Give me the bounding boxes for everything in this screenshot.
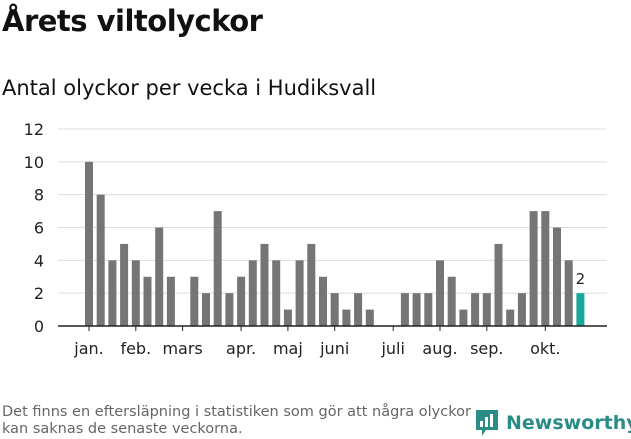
- x-tick-label: feb.: [120, 339, 151, 358]
- chart-title: Årets viltolyckor: [2, 4, 263, 38]
- bar: [166, 276, 175, 326]
- bar: [424, 293, 433, 326]
- bar: [120, 243, 129, 326]
- bar: [131, 260, 140, 326]
- bar-highlight: [576, 293, 585, 326]
- bar: [260, 243, 269, 326]
- y-tick-label: 6: [34, 219, 44, 238]
- bar: [108, 260, 117, 326]
- bar: [541, 211, 550, 326]
- bar: [412, 293, 421, 326]
- x-tick-label: apr.: [226, 339, 256, 358]
- bar: [459, 309, 468, 326]
- bar: [517, 293, 526, 326]
- bar: [237, 276, 246, 326]
- bar: [494, 243, 503, 326]
- x-tick-label: juni: [319, 339, 349, 358]
- x-tick-label: maj: [273, 339, 303, 358]
- bar: [330, 293, 339, 326]
- bar: [190, 276, 199, 326]
- bar: [272, 260, 281, 326]
- footnote: Det finns en eftersläpning i statistiken…: [2, 404, 471, 437]
- bar: [354, 293, 363, 326]
- y-tick-label: 4: [34, 251, 44, 270]
- x-tick-label: jan.: [73, 339, 103, 358]
- bar: [143, 276, 152, 326]
- bar: [506, 309, 515, 326]
- bar: [342, 309, 351, 326]
- y-tick-label: 8: [34, 186, 44, 205]
- bar: [482, 293, 491, 326]
- y-tick-label: 0: [34, 317, 44, 336]
- bar: [225, 293, 234, 326]
- y-tick-label: 10: [24, 153, 44, 172]
- x-tick-label: juli: [380, 339, 404, 358]
- bar: [400, 293, 409, 326]
- newsworthy-logo-icon: [476, 410, 498, 436]
- bar: [283, 309, 292, 326]
- bar: [553, 227, 561, 326]
- bar: [295, 260, 304, 326]
- bar: [564, 260, 573, 326]
- x-tick-label: mars: [162, 339, 202, 358]
- bar: [96, 194, 105, 326]
- bar: [248, 260, 257, 326]
- bar: [529, 211, 538, 326]
- y-tick-label: 12: [24, 120, 44, 139]
- chart-subtitle: Antal olyckor per vecka i Hudiksvall: [2, 76, 377, 100]
- brand-name: Newsworthy: [506, 412, 631, 434]
- y-tick-label: 2: [34, 284, 44, 303]
- highlight-value-label: 2: [576, 270, 586, 288]
- bar: [319, 276, 327, 326]
- newsworthy-logo[interactable]: Newsworthy: [474, 407, 631, 439]
- bar-chart: 0 2 4 6 8 10 12 2 jan. feb. mars apr. maj juni juli aug…: [24, 120, 607, 358]
- bar: [85, 161, 93, 326]
- bar: [365, 309, 374, 326]
- bar: [307, 243, 316, 326]
- x-tick-label: aug.: [422, 339, 457, 358]
- bar: [202, 293, 210, 326]
- bar: [447, 276, 456, 326]
- bar: [155, 227, 164, 326]
- bar: [213, 211, 222, 326]
- bar: [471, 293, 480, 326]
- x-tick-label: okt.: [530, 339, 560, 358]
- x-tick-label: sep.: [470, 339, 503, 358]
- bar: [436, 260, 444, 326]
